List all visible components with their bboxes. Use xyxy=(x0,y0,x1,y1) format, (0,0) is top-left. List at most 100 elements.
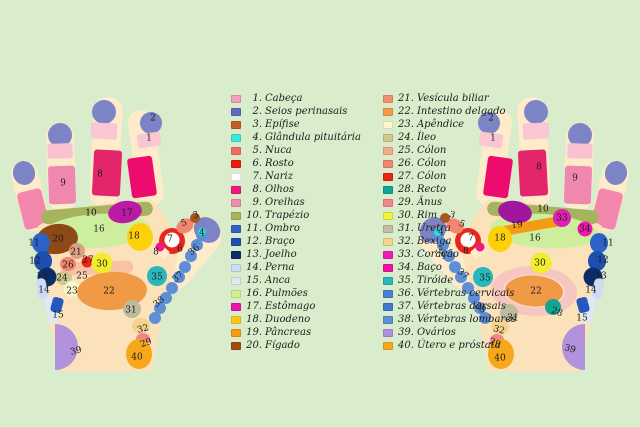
left-hand-zone-39 xyxy=(55,324,78,370)
legend-label: Cólon xyxy=(416,158,447,169)
legend-label: Cabeça xyxy=(265,93,303,104)
left-hand-vert-dot xyxy=(185,250,197,262)
legend-item: 14. Perna xyxy=(231,261,361,274)
legend-item: 39. Ovários xyxy=(382,326,516,339)
left-hand-middle-tip xyxy=(92,100,116,124)
legend-color-swatch xyxy=(382,224,393,233)
left-hand-label-14: 14 xyxy=(38,286,50,296)
legend-color-swatch xyxy=(382,172,393,181)
left-hand-zone-24 xyxy=(56,271,72,285)
legend-number: 23. xyxy=(398,119,414,130)
right-hand-vert-dot xyxy=(449,261,461,273)
legend-item: 35. Tiróide xyxy=(382,274,516,287)
left-hand-label-15: 15 xyxy=(52,311,64,321)
left-hand-label-3: 3 xyxy=(192,210,201,221)
legend-label: Perna xyxy=(265,262,295,273)
legend-color-swatch xyxy=(382,263,393,272)
right-hand-label-1: 1 xyxy=(490,134,496,144)
right-hand-zone-5 xyxy=(446,218,464,234)
legend-label: Uretra xyxy=(416,223,451,234)
legend-number: 39. xyxy=(398,327,414,338)
legend-item: 37. Vértebras dorsais xyxy=(382,300,516,313)
legend-number: 1. xyxy=(252,93,262,104)
left-hand-label-12: 12 xyxy=(29,257,40,267)
right-hand-middle-band-8 xyxy=(517,149,549,197)
legend-item: 6. Rosto xyxy=(231,157,361,170)
legend-item: 22. Intestino delgado xyxy=(382,105,516,118)
right-hand-label-5: 5 xyxy=(457,219,466,230)
left-hand-label-5: 5 xyxy=(180,218,189,229)
left-hand-zone-23 xyxy=(64,281,80,297)
right-hand-label-13: 13 xyxy=(595,272,607,282)
legend-number: 6. xyxy=(252,158,262,169)
legend-number: 2. xyxy=(252,106,262,117)
right-hand-zone-14 xyxy=(591,278,605,300)
right-hand-label-3: 3 xyxy=(447,210,456,221)
left-hand-zone-35 xyxy=(147,266,167,286)
legend-label: Duodeno xyxy=(265,314,311,325)
legend-number: 36. xyxy=(398,288,414,299)
legend-color-swatch xyxy=(231,224,241,233)
legend-number: 11. xyxy=(246,223,262,234)
legend-number: 25. xyxy=(398,145,414,156)
legend-number: 16. xyxy=(246,288,262,299)
right-hand-label-16: 16 xyxy=(529,234,541,244)
left-hand-zone-40 xyxy=(126,339,152,369)
legend-number: 35. xyxy=(398,275,414,286)
legend-item: 8. Olhos xyxy=(231,183,361,196)
legend-color-swatch xyxy=(382,185,393,194)
legend-label: Coração xyxy=(416,249,459,260)
right-hand-label-4: 4 xyxy=(438,228,444,238)
legend-item: 40. Útero e próstata xyxy=(382,339,516,352)
left-hand-pinky-band xyxy=(17,188,49,230)
legend-color-swatch xyxy=(231,315,241,324)
legend-label: Recto xyxy=(416,184,447,195)
right-hand-middle-tip xyxy=(524,100,548,124)
left-hand-label-32: 32 xyxy=(136,323,150,336)
left-hand-label-25: 25 xyxy=(76,272,88,282)
right-hand-zone-3 xyxy=(440,213,450,223)
legend-label: Tiróide xyxy=(416,275,454,286)
legend-number: 20. xyxy=(246,340,262,351)
left-hand-vert-dot xyxy=(160,292,172,304)
right-hand-label-40: 40 xyxy=(494,354,506,364)
legend-color-swatch xyxy=(231,289,241,298)
legend-label: Cólon xyxy=(416,171,447,182)
left-hand-label-17: 17 xyxy=(121,209,133,219)
right-hand-zone-8-dot xyxy=(475,242,485,252)
left-hand-label-11: 11 xyxy=(28,239,39,249)
left-hand-zone-11 xyxy=(32,233,50,253)
left-hand-label-22: 22 xyxy=(103,287,114,297)
legend-item: 36. Vértebras cervicais xyxy=(382,287,516,300)
legend-label: Orelhas xyxy=(265,197,305,208)
legend-number: 5. xyxy=(252,145,262,156)
left-hand-label-27: 27 xyxy=(82,256,94,266)
right-hand-ring-band-1 xyxy=(567,143,593,159)
right-hand-label-39: 39 xyxy=(563,343,577,356)
right-hand-zone-32 xyxy=(491,319,509,335)
legend: 1. Cabeça 2. Seios perinasais 3. Epífise 4. Glâ… xyxy=(231,92,516,352)
legend-color-swatch xyxy=(231,159,241,168)
legend-number: 17. xyxy=(246,301,262,312)
left-hand-label-26: 26 xyxy=(62,261,74,271)
right-hand-vert-dot xyxy=(462,282,474,294)
legend-label: Intestino delgado xyxy=(416,106,506,117)
legend-color-swatch xyxy=(231,211,241,220)
legend-label: Vértebras cervicais xyxy=(416,288,515,299)
left-hand-label-10: 10 xyxy=(85,209,97,219)
right-hand-ring-band-9 xyxy=(563,165,593,205)
legend-label: Vértebras lombares xyxy=(416,314,517,325)
left-hand-label-24: 24 xyxy=(56,274,68,284)
legend-color-swatch xyxy=(382,341,393,350)
legend-number: 24. xyxy=(398,132,414,143)
legend-label: Baço xyxy=(416,262,442,273)
legend-item: 30. Rim xyxy=(382,209,516,222)
left-hand-label-9: 9 xyxy=(60,179,66,189)
right-hand-label-7: 7 xyxy=(468,234,474,244)
legend-color-swatch xyxy=(382,133,393,142)
legend-label: Olhos xyxy=(265,184,294,195)
legend-column-2: 21. Vesícula biliar 22. Intestino delgado 23… xyxy=(382,92,517,352)
legend-label: Bexiga xyxy=(416,236,452,247)
left-hand-zone-32 xyxy=(132,318,150,334)
left-hand-ring-tip xyxy=(48,123,72,147)
